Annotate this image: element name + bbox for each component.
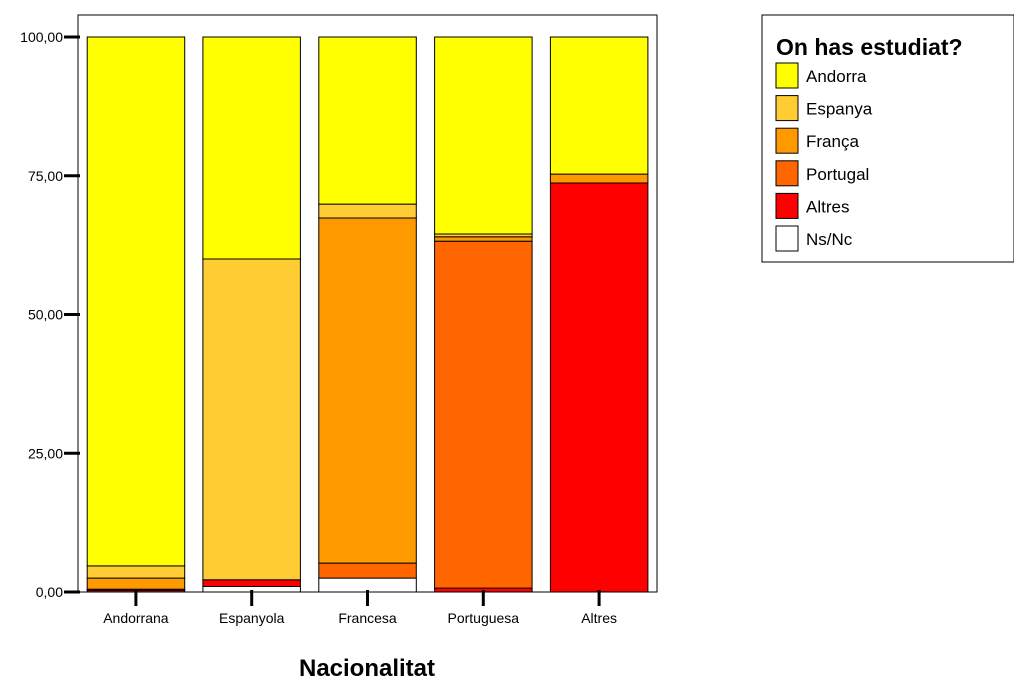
legend-swatch-portugal <box>775 160 799 187</box>
legend-items: Andorra Espanya França Portugal Altres Ns/Nc <box>775 62 873 252</box>
y-axis: 0,00 25,00 50,00 75,00 100,00 <box>20 29 80 600</box>
bar-francesa-ns-nc <box>318 577 417 593</box>
legend-swatch-espanya <box>775 95 799 122</box>
y-tick-label: 100,00 <box>20 29 63 45</box>
legend-swatch-franca <box>775 127 799 154</box>
bar-francesa-franca <box>318 217 417 564</box>
bar-andorrana-espanya <box>86 565 186 579</box>
bar-altres-franca <box>549 173 649 184</box>
x-axis-title: Nacionalitat <box>299 655 435 677</box>
legend-label-espanya: Espanya <box>806 100 873 119</box>
legend-label-franca: França <box>806 132 859 151</box>
y-tick-label: 50,00 <box>28 307 63 323</box>
y-tick-label: 25,00 <box>28 445 63 461</box>
x-tick-label-andorrana: Andorrana <box>103 610 169 626</box>
y-tick-label: 75,00 <box>28 168 63 184</box>
bar-portuguesa-portugal <box>434 240 533 589</box>
legend-label-ns-nc: Ns/Nc <box>806 230 853 249</box>
y-tick-label: 0,00 <box>36 584 63 600</box>
legend-swatch-andorra <box>775 62 799 89</box>
bar-andorrana-franca <box>86 577 186 590</box>
bar-espanyola-altres <box>202 579 301 587</box>
x-tick-label-altres: Altres <box>581 610 617 626</box>
x-tick-label-portuguesa: Portuguesa <box>447 610 519 626</box>
legend-title: On has estudiat? <box>776 34 963 60</box>
x-tick-label-espanyola: Espanyola <box>219 610 285 626</box>
legend-swatch-ns-nc <box>775 225 799 252</box>
bar-portuguesa-andorra <box>434 36 533 235</box>
x-tick-label-francesa: Francesa <box>338 610 397 626</box>
legend-label-altres: Altres <box>806 197 849 216</box>
bar-francesa-andorra <box>318 36 417 205</box>
legend: On has estudiat? Andorra Espanya França Por… <box>761 14 1014 263</box>
legend-label-portugal: Portugal <box>806 165 869 184</box>
bar-altres-altres <box>549 182 649 593</box>
legend-label-andorra: Andorra <box>806 67 867 86</box>
legend-swatch-altres <box>775 192 799 219</box>
bar-espanyola-espanya <box>202 258 301 581</box>
bar-portuguesa-franca <box>434 236 533 242</box>
x-axis: Andorrana Espanyola Francesa Portuguesa Altr… <box>103 590 617 626</box>
bar-francesa-espanya <box>318 203 417 219</box>
bar-andorrana-andorra <box>86 36 186 567</box>
bar-espanyola-andorra <box>202 36 301 260</box>
bars-layer <box>86 36 649 593</box>
bar-francesa-portugal <box>318 562 417 579</box>
bar-altres-andorra <box>549 36 649 175</box>
legend-frame <box>761 14 1014 263</box>
